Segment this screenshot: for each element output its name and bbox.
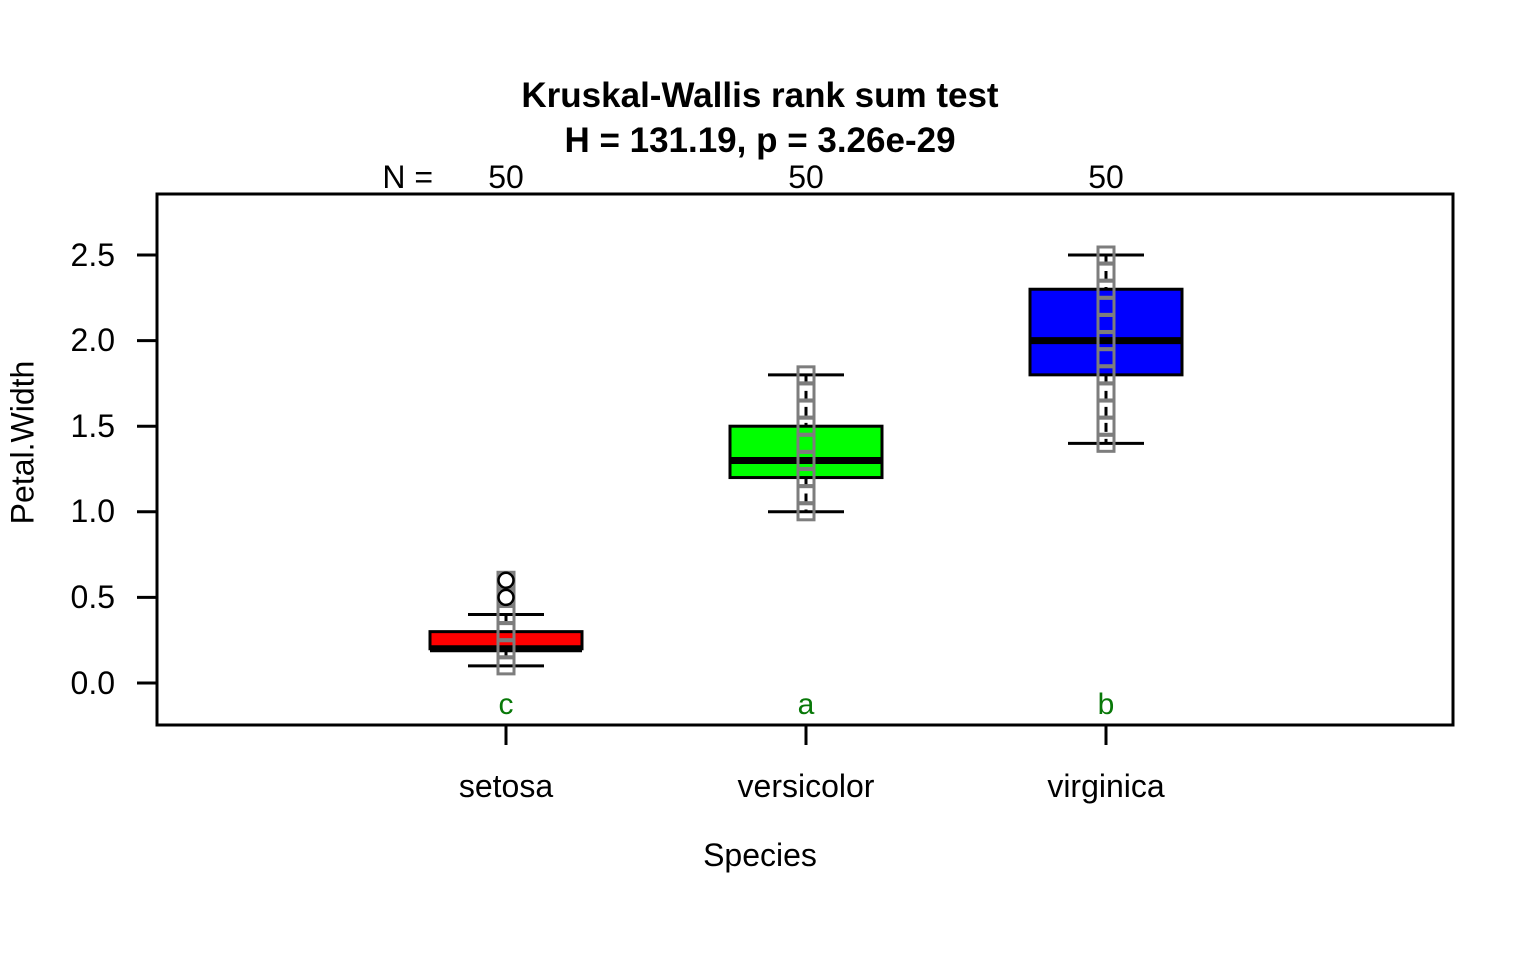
significance-letter-setosa: c bbox=[498, 688, 514, 721]
data-point-square bbox=[796, 365, 816, 385]
x-axis-title: Species bbox=[703, 837, 817, 873]
x-tick-label-virginica: virginica bbox=[1047, 768, 1165, 804]
n-value: 50 bbox=[1088, 159, 1124, 195]
y-tick-label: 0.0 bbox=[70, 664, 115, 701]
y-tick-label: 2.5 bbox=[70, 236, 115, 273]
outlier-circle bbox=[497, 571, 515, 590]
chart-subtitle: H = 131.19, p = 3.26e-29 bbox=[564, 121, 956, 160]
y-tick-label: 1.5 bbox=[70, 407, 115, 444]
x-tick-label-versicolor: versicolor bbox=[737, 768, 875, 804]
y-tick-label: 2.0 bbox=[70, 322, 115, 359]
n-value: 50 bbox=[488, 159, 524, 195]
significance-letter-versicolor: a bbox=[797, 688, 815, 721]
n-value: 50 bbox=[788, 159, 824, 195]
data-point-square bbox=[1096, 245, 1116, 265]
box-virginica bbox=[1028, 287, 1184, 377]
x-tick-label-setosa: setosa bbox=[458, 768, 554, 804]
significance-letter-virginica: b bbox=[1097, 688, 1115, 721]
chart-title: Kruskal-Wallis rank sum test bbox=[521, 76, 999, 115]
n-equals-label: N = bbox=[382, 159, 433, 195]
outlier-circle bbox=[497, 588, 515, 607]
y-tick-label: 0.5 bbox=[70, 578, 115, 615]
y-tick-label: 1.0 bbox=[70, 493, 115, 530]
